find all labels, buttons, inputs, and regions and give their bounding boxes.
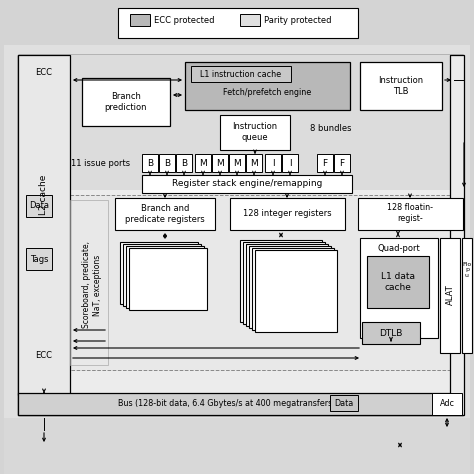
Bar [462,238,472,353]
Bar [240,14,260,26]
Text: I: I [272,158,274,167]
Bar [229,154,245,172]
Bar [120,242,198,304]
Bar [334,154,350,172]
Text: ECC: ECC [36,350,53,359]
Bar [82,78,170,126]
Text: Fetch/prefetch engine: Fetch/prefetch engine [223,88,311,97]
Bar [212,154,228,172]
Bar [18,55,70,395]
Text: B: B [147,158,153,167]
Bar [367,256,429,308]
Text: Instruction
TLB: Instruction TLB [378,76,424,96]
Bar [195,154,211,172]
Bar [142,154,158,172]
Text: B: B [181,158,187,167]
Text: M: M [233,158,241,167]
Bar [18,393,450,415]
Text: 128 integer registers: 128 integer registers [243,210,331,219]
Text: Scoreboard, predicate,
NaT, exceptions: Scoreboard, predicate, NaT, exceptions [82,241,102,328]
Text: Branch
units: Branch units [142,265,174,285]
Text: Register stack engine/remapping: Register stack engine/remapping [172,180,322,189]
Bar [358,198,463,230]
Text: Branch and
predicate registers: Branch and predicate registers [125,204,205,224]
Bar [243,242,325,324]
Text: 128 floatin-: 128 floatin- [387,202,433,211]
Bar [4,45,470,425]
Text: DTLB: DTLB [379,328,403,337]
Text: ECC: ECC [36,67,53,76]
Text: B: B [164,158,170,167]
Bar [130,14,150,26]
Bar [265,154,281,172]
Bar [330,395,358,411]
Bar [282,154,298,172]
Bar [432,393,462,415]
Text: regist-: regist- [397,213,423,222]
Bar [70,55,450,190]
Text: M: M [199,158,207,167]
Text: Branch
prediction: Branch prediction [105,92,147,112]
Bar [220,115,290,150]
Bar [26,248,52,270]
Text: M: M [250,158,258,167]
Text: Adc: Adc [439,400,455,409]
Bar [159,154,175,172]
Bar [4,418,470,474]
Text: L2 cache: L2 cache [39,175,48,215]
Text: Parity protected: Parity protected [264,16,331,25]
Bar [126,246,204,308]
Bar [240,240,322,322]
Bar [191,66,291,82]
Text: Quad-port: Quad-port [378,244,420,253]
Text: Data: Data [29,201,49,210]
Text: Flo
p
u: Flo p u [462,262,472,278]
Text: M: M [216,158,224,167]
Bar [362,322,420,344]
Bar [440,238,460,353]
Bar [246,244,328,326]
Text: Tags: Tags [30,255,48,264]
Text: F: F [339,158,345,167]
Bar [255,250,337,332]
Text: Instruction
queue: Instruction queue [232,122,278,142]
Bar [142,175,352,193]
Bar [360,62,442,110]
Text: 8 bundles: 8 bundles [310,124,352,133]
Text: L1 instruction cache: L1 instruction cache [201,70,282,79]
Bar [70,195,464,370]
Bar [230,198,345,230]
Bar [185,62,350,110]
Bar [249,246,331,328]
Bar [115,198,215,230]
Text: ALAT: ALAT [446,284,455,305]
Bar [246,154,262,172]
Text: Bus (128-bit data, 6.4 Gbytes/s at 400 megatransfers/s): Bus (128-bit data, 6.4 Gbytes/s at 400 m… [118,400,342,409]
Bar [317,154,333,172]
Text: 11 issue ports: 11 issue ports [71,158,130,167]
Bar [450,55,464,415]
Text: F: F [322,158,328,167]
Bar [252,248,334,330]
Text: L1 data
cache: L1 data cache [381,272,415,292]
Bar [118,8,358,38]
Bar [360,238,438,338]
Bar [18,55,463,415]
Text: I: I [289,158,292,167]
Bar [176,154,192,172]
Text: Data: Data [334,399,354,408]
Text: Integer
and
multimedia
units: Integer and multimedia units [255,263,307,303]
Bar [123,244,201,306]
Bar [129,248,207,310]
Bar [70,200,108,365]
Text: ECC protected: ECC protected [154,16,215,25]
Bar [26,195,52,217]
